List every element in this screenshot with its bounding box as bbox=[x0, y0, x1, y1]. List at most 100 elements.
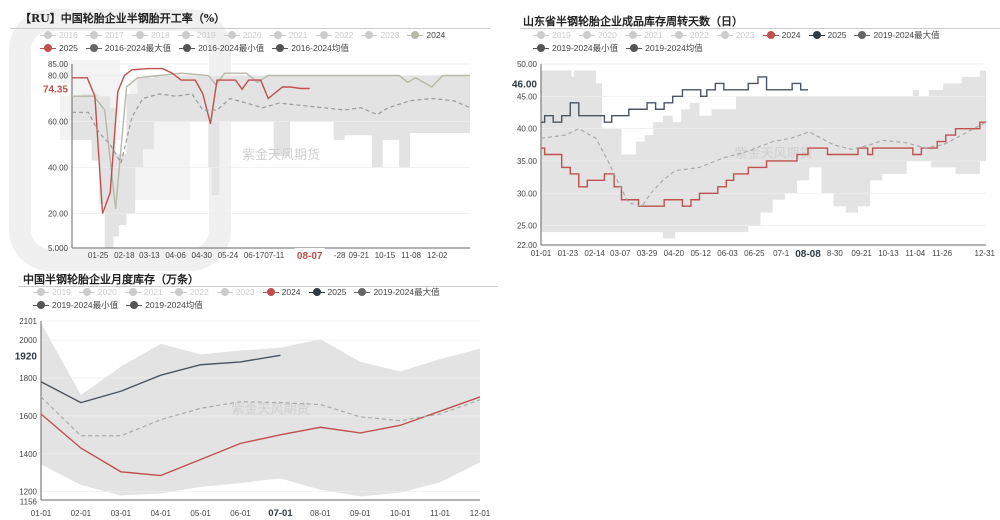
legend-item[interactable]: 2016-2024最大值 bbox=[85, 43, 172, 53]
legend-item[interactable]: 2019 bbox=[177, 30, 216, 40]
title-divider bbox=[520, 28, 1000, 29]
legend-item[interactable]: 2021 bbox=[124, 287, 163, 297]
legend-label: 2019-2024最小值 bbox=[552, 43, 619, 53]
x-tick-label: 09-21 bbox=[851, 249, 872, 258]
legend-marker-icon bbox=[85, 31, 102, 39]
legend-marker-icon bbox=[170, 288, 187, 296]
x-tick-label: 12-02 bbox=[427, 251, 448, 260]
series-line-2019-2024均值 bbox=[40, 396, 481, 437]
legend-item[interactable]: 2016 bbox=[40, 30, 78, 40]
x-tick-label: 06-01 bbox=[230, 509, 251, 518]
legend-item[interactable]: 2016-2024最小值 bbox=[179, 43, 264, 53]
x-tick-label: 06-17 bbox=[244, 251, 265, 260]
x-tick-label: 07-11 bbox=[264, 251, 284, 260]
y-tick-label: 35.00 bbox=[517, 157, 538, 166]
legend-item[interactable]: 2020 bbox=[578, 30, 617, 40]
legend-item[interactable]: 2020 bbox=[78, 287, 117, 297]
series-line-2025 bbox=[541, 76, 808, 123]
legend-marker-icon bbox=[85, 44, 102, 52]
x-tick-label: 04-06 bbox=[165, 251, 186, 260]
legend: 2019 2020 2021 2022 2023 2024 2025 2019-2024最大值… bbox=[33, 287, 483, 310]
legend-item[interactable]: 2025 bbox=[808, 30, 846, 40]
watermark-text: 紫金天风期货 bbox=[231, 402, 309, 417]
legend-item[interactable]: 2025 bbox=[40, 43, 78, 53]
legend-label: 2020 bbox=[597, 30, 617, 40]
legend-item[interactable]: 2020 bbox=[223, 30, 262, 40]
legend-label: 2019-2024均值 bbox=[645, 43, 703, 53]
x-tick-label: 08-01 bbox=[310, 509, 331, 518]
legend-marker-icon bbox=[269, 31, 286, 39]
legend-label: 2022 bbox=[189, 287, 209, 297]
x-tick-label: 11-04 bbox=[905, 249, 925, 258]
legend-marker-icon bbox=[762, 31, 779, 39]
legend-item[interactable]: 2019-2024最大值 bbox=[354, 287, 440, 297]
legend-marker-icon bbox=[33, 301, 49, 309]
legend-marker-icon bbox=[124, 288, 141, 296]
legend-item[interactable]: 2024 bbox=[407, 30, 445, 40]
legend-item[interactable]: 2017 bbox=[85, 30, 124, 40]
legend-label: 2019 bbox=[552, 30, 571, 40]
series-line-2016-2024均值 bbox=[72, 93, 471, 165]
legend-label: 2019-2024均值 bbox=[145, 300, 203, 310]
legend-item[interactable]: 2022 bbox=[670, 30, 709, 40]
legend-item[interactable]: 2019-2024最小值 bbox=[533, 43, 618, 53]
legend-item[interactable]: 2019-2024均值 bbox=[126, 300, 203, 310]
y-highlight-label: 74.35 bbox=[43, 84, 68, 95]
legend-marker-icon bbox=[131, 31, 148, 39]
x-tick-label: 12-01 bbox=[470, 509, 491, 518]
legend-label: 2024 bbox=[281, 287, 301, 297]
x-tick-label: 11-26 bbox=[932, 249, 952, 258]
legend-item[interactable]: 2021 bbox=[269, 30, 308, 40]
max-min-band bbox=[72, 75, 470, 248]
x-tick-label: 01-01 bbox=[531, 249, 552, 258]
legend-item[interactable]: 2022 bbox=[315, 30, 353, 40]
legend-item[interactable]: 2019-2024最大值 bbox=[854, 30, 940, 40]
legend-item[interactable]: 2021 bbox=[624, 30, 663, 40]
legend-item[interactable]: 2024 bbox=[762, 30, 801, 40]
x-tick-label: 05-01 bbox=[190, 509, 211, 518]
legend-item[interactable]: 2019-2024最小值 bbox=[33, 300, 118, 310]
x-highlight-bg bbox=[294, 248, 325, 261]
y-tick-label: 1600 bbox=[19, 412, 37, 421]
legend-marker-icon bbox=[361, 31, 378, 39]
chart-title: 【RU】中国轮胎企业半钢胎开工率（%） bbox=[20, 12, 226, 25]
legend-marker-icon bbox=[308, 288, 325, 296]
title-divider bbox=[10, 28, 490, 29]
y-highlight-bg bbox=[32, 83, 70, 96]
x-tick-label: 04-20 bbox=[664, 249, 685, 258]
x-tick-label: 04-30 bbox=[192, 251, 213, 260]
y-tick-label: 85.00 bbox=[48, 60, 69, 69]
y-highlight-label: 1920 bbox=[15, 351, 38, 362]
legend-label: 2024 bbox=[781, 30, 801, 40]
title-divider bbox=[18, 286, 498, 287]
legend-marker-icon bbox=[126, 301, 143, 309]
legend-item[interactable]: 2023 bbox=[716, 30, 755, 40]
legend-item[interactable]: 2024 bbox=[262, 287, 301, 297]
x-tick-label: 8-30 bbox=[827, 249, 844, 258]
legend-item[interactable]: 2019 bbox=[533, 30, 571, 40]
legend-item[interactable]: 2023 bbox=[361, 30, 399, 40]
y-tick-label: 1156 bbox=[20, 498, 38, 507]
legend-label: 2017 bbox=[104, 30, 124, 40]
x-tick-label: 02-01 bbox=[71, 509, 92, 518]
legend-marker-icon bbox=[533, 31, 549, 39]
legend-marker-icon bbox=[407, 31, 424, 39]
legend-item[interactable]: 2025 bbox=[308, 287, 347, 297]
legend-label: 2016-2024最大值 bbox=[104, 43, 172, 53]
legend-label: 2025 bbox=[327, 287, 347, 297]
y-tick-label: 30.00 bbox=[517, 189, 538, 198]
x-tick-label: 04-01 bbox=[150, 509, 171, 518]
legend-item[interactable]: 2019-2024均值 bbox=[626, 43, 703, 53]
legend: 2019 2020 2021 2022 2023 2024 2025 2019-2024最大值… bbox=[533, 30, 993, 53]
legend-item[interactable]: 2019 bbox=[33, 287, 71, 297]
y-highlight-bg bbox=[501, 78, 539, 91]
legend-item[interactable]: 2022 bbox=[170, 287, 209, 297]
series-line-2024 bbox=[72, 72, 470, 209]
legend-item[interactable]: 2016-2024均值 bbox=[272, 43, 349, 53]
legend-label: 2025 bbox=[59, 43, 78, 53]
legend-item[interactable]: 2023 bbox=[216, 287, 255, 297]
x-tick-label: 02-14 bbox=[584, 249, 605, 258]
legend-item[interactable]: 2018 bbox=[131, 30, 170, 40]
